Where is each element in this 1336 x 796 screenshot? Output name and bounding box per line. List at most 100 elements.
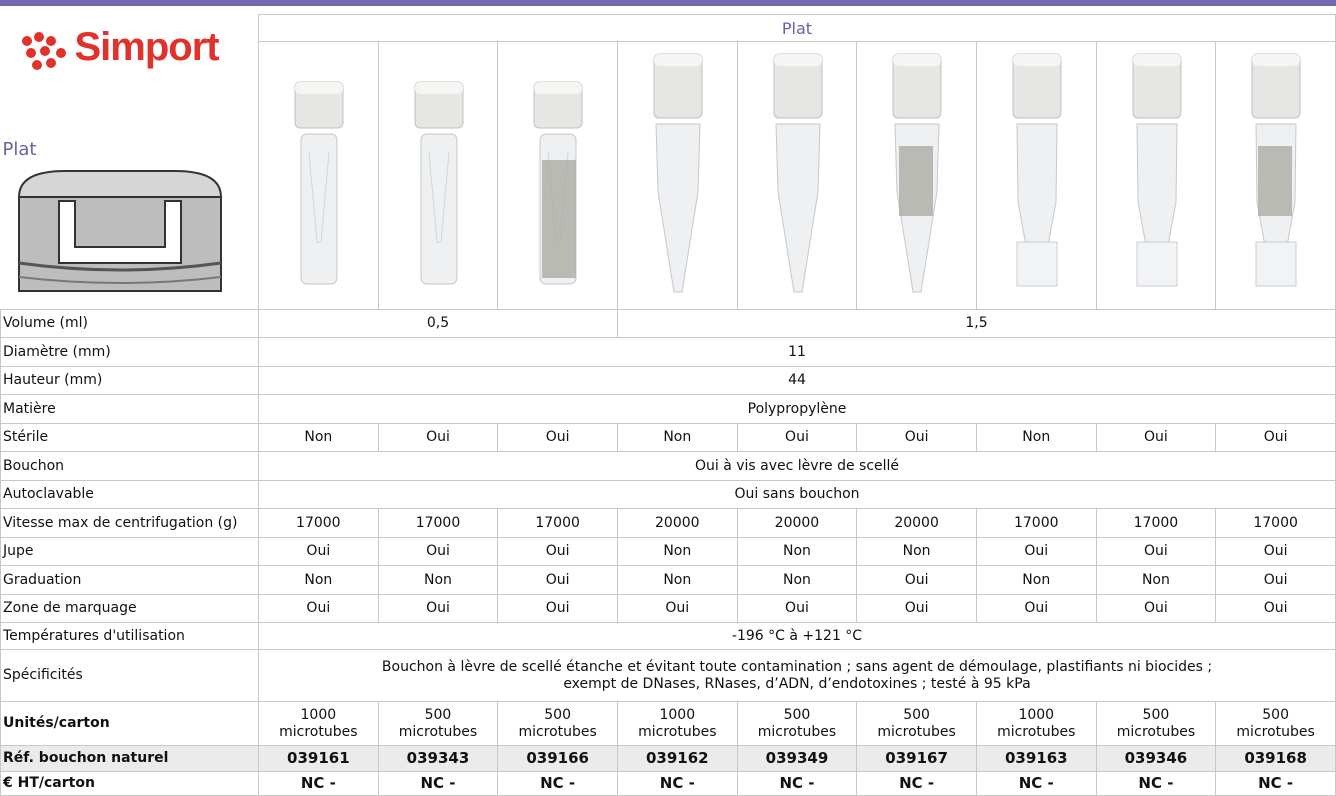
tube-image [258,41,379,310]
row-label: Diamètre (mm) [0,337,259,367]
row-label: Volume (ml) [0,309,259,338]
cell: 20000 [856,508,977,538]
cell: 039343 [377,745,499,772]
row-label: Stérile [0,423,259,452]
cell: Oui [736,594,858,623]
cell: Oui [1215,594,1336,623]
tube-image [856,41,977,310]
logo-icon [21,31,66,70]
tube [892,53,942,293]
cell: Polypropylène [258,394,1336,424]
cell: 039346 [1095,745,1217,772]
row-label: Graduation [0,565,259,595]
cell: 0,5 [258,309,618,338]
tube [533,81,583,285]
cell: Oui [377,594,499,623]
cell: 500 microtubes [377,701,499,746]
cell: 039168 [1215,745,1336,772]
tube [773,53,823,293]
cell: Non [975,423,1097,452]
spec-row: Autoclavable Oui sans bouchon [0,480,1336,509]
cell: Non [377,565,499,595]
tube-image [1095,41,1217,310]
top-bar [0,0,1336,6]
cell: 500 microtubes [1215,701,1336,746]
cell: Oui [1215,565,1336,595]
cell: Oui [1215,537,1336,566]
cell: Oui [377,537,499,566]
column-header: Plat [258,14,1336,42]
cell: NC - [258,771,379,796]
cell: NC - [377,771,499,796]
cell: NC - [1095,771,1217,796]
row-label: Réf. bouchon naturel [0,745,259,772]
cell: Oui [1095,423,1217,452]
cell: 17000 [975,508,1097,538]
row-label: Hauteur (mm) [0,366,259,395]
cell: 11 [258,337,1336,367]
cell: 039162 [616,745,738,772]
cell: 500 microtubes [1095,701,1217,746]
tube-image [497,41,618,310]
cell: Oui [616,594,738,623]
tube [653,53,703,293]
cell: -196 °C à +121 °C [258,622,1336,650]
spec-row: Unités/carton 1000 microtubes 500 microtub… [0,701,1336,746]
cell: 17000 [258,508,379,538]
row-label: Zone de marquage [0,594,259,623]
cell: Non [616,537,738,566]
spec-row: Températures d'utilisation -196 °C à +121… [0,622,1336,650]
row-label: Autoclavable [0,480,259,509]
cell: NC - [616,771,738,796]
cell: Oui [258,537,379,566]
cell: Oui [1095,594,1217,623]
cell: Oui [497,565,618,595]
cell: 500 microtubes [856,701,977,746]
tube-image [736,41,858,310]
spec-row: Jupe Oui Oui Oui Non Non Non Oui Oui Oui [0,537,1336,566]
cap-drawing [17,169,222,292]
cell: Oui [1095,537,1217,566]
spec-row: Vitesse max de centrifugation (g) 17000 17… [0,508,1336,538]
cell: 17000 [1215,508,1336,538]
cell: Oui [1215,423,1336,452]
cell: Non [856,537,977,566]
cell: Oui [258,594,379,623]
tube [1132,53,1182,287]
cell: Non [616,423,738,452]
cell: Non [975,565,1097,595]
tube [414,81,464,285]
cell: Oui sans bouchon [258,480,1336,509]
row-label: € HT/carton [0,771,259,796]
cell: 17000 [1095,508,1217,538]
cell: Non [736,537,858,566]
spec-row: € HT/carton NC - NC - NC - NC - NC - NC - NC -N… [0,771,1336,796]
side-panel: Simport Plat [1,15,259,310]
cell: 1000 microtubes [975,701,1097,746]
cell: Oui [497,537,618,566]
cell: 500 microtubes [736,701,858,746]
cell: Bouchon à lèvre de scellé étanche et évi… [258,649,1336,702]
spec-row: Diamètre (mm) 11 [0,337,1336,367]
spec-table: Simport Plat Plat Volume (ml) 0,5 1,5 Diamè… [0,14,1336,796]
row-label: Vitesse max de centrifugation (g) [0,508,259,538]
brand: Simport [74,24,220,69]
spec-row: Réf. bouchon naturel 039161 039343 039166 03… [0,745,1336,772]
cell: NC - [975,771,1097,796]
spec-row: Graduation Non Non Oui Non Non Oui Non Non Oui [0,565,1336,595]
cell: Non [736,565,858,595]
cell: 20000 [736,508,858,538]
spec-row: Zone de marquage Oui Oui Oui Oui Oui Oui Oui Oui… [0,594,1336,623]
cell: Oui [975,537,1097,566]
cell: NC - [856,771,977,796]
cell: NC - [497,771,618,796]
cell: Oui [736,423,858,452]
cell: 44 [258,366,1336,395]
cell: 17000 [377,508,499,538]
cell: 20000 [616,508,738,538]
tube-image [616,41,738,310]
cell: Oui [856,594,977,623]
cell: 1000 microtubes [616,701,738,746]
cell: 039163 [975,745,1097,772]
cell: Oui [856,423,977,452]
